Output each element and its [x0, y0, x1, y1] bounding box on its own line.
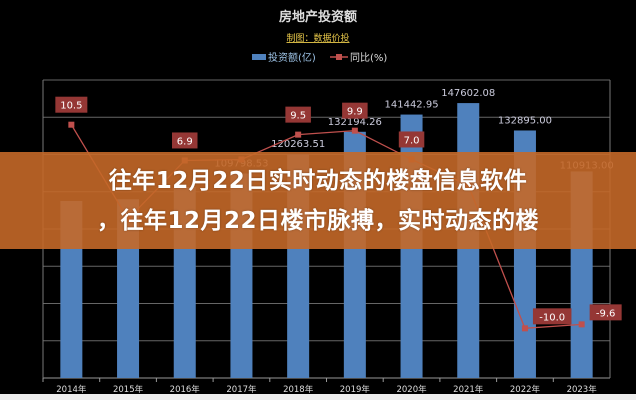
line-label-box: [342, 102, 368, 119]
chart-subtitle: 制图：数据价投: [286, 32, 349, 44]
line-data-label: -10.0: [539, 312, 565, 323]
line-point: [351, 127, 358, 134]
line-data-label: 10.5: [60, 101, 82, 112]
x-tick-label: 2020年: [396, 384, 427, 395]
x-tick-label: 2019年: [340, 384, 371, 395]
line-point: [295, 131, 302, 138]
x-tick-label: 2022年: [510, 384, 541, 395]
line-point: [578, 321, 585, 328]
line-point: [68, 121, 75, 128]
bar-data-label: 120263.51: [271, 139, 325, 150]
line-label-box: [172, 132, 198, 149]
legend-bar-label: 投资额(亿): [268, 51, 316, 64]
x-tick-label: 2015年: [113, 384, 144, 395]
bar-data-label: 132194.26: [328, 117, 382, 128]
bar-data-label: 147602.08: [441, 88, 495, 99]
chart-title: 房地产投资额: [279, 9, 357, 25]
x-tick-label: 2023年: [567, 384, 598, 395]
x-tick-label: 2014年: [56, 384, 87, 395]
line-label-box: [398, 131, 425, 148]
bar-data-label: 132895.00: [498, 115, 552, 126]
line-label-box: [532, 308, 572, 325]
line-data-label: -9.6: [596, 308, 616, 319]
x-tick-label: 2021年: [453, 384, 484, 395]
x-tick-label: 2018年: [283, 384, 314, 395]
title-overlay-banner: 往年12月22日实时动态的楼盘信息软件 ，往年12月22日楼市脉搏，实时动态的楼: [0, 152, 636, 249]
legend-line-label: 同比(%): [350, 52, 387, 64]
x-tick-label: 2017年: [226, 384, 257, 395]
x-tick-label: 2016年: [170, 384, 201, 395]
bottom-border: [0, 394, 636, 400]
line-label-box: [285, 106, 311, 123]
line-label-box: [55, 96, 88, 113]
line-data-label: 7.0: [404, 135, 420, 146]
line-data-label: 9.9: [347, 107, 363, 118]
line-data-label: 6.9: [177, 136, 193, 147]
bar-data-label: 141442.95: [385, 100, 439, 111]
line-point: [521, 325, 528, 332]
overlay-line-2: ，往年12月22日楼市脉搏，实时动态的楼: [96, 207, 539, 234]
line-label-box: [589, 304, 622, 321]
line-data-label: 9.5: [290, 111, 306, 122]
overlay-line-1: 往年12月22日实时动态的楼盘信息软件: [108, 167, 528, 194]
legend: 投资额(亿) 同比(%): [252, 51, 387, 64]
legend-bar-swatch: [252, 54, 266, 60]
legend-line-marker: [336, 54, 342, 60]
